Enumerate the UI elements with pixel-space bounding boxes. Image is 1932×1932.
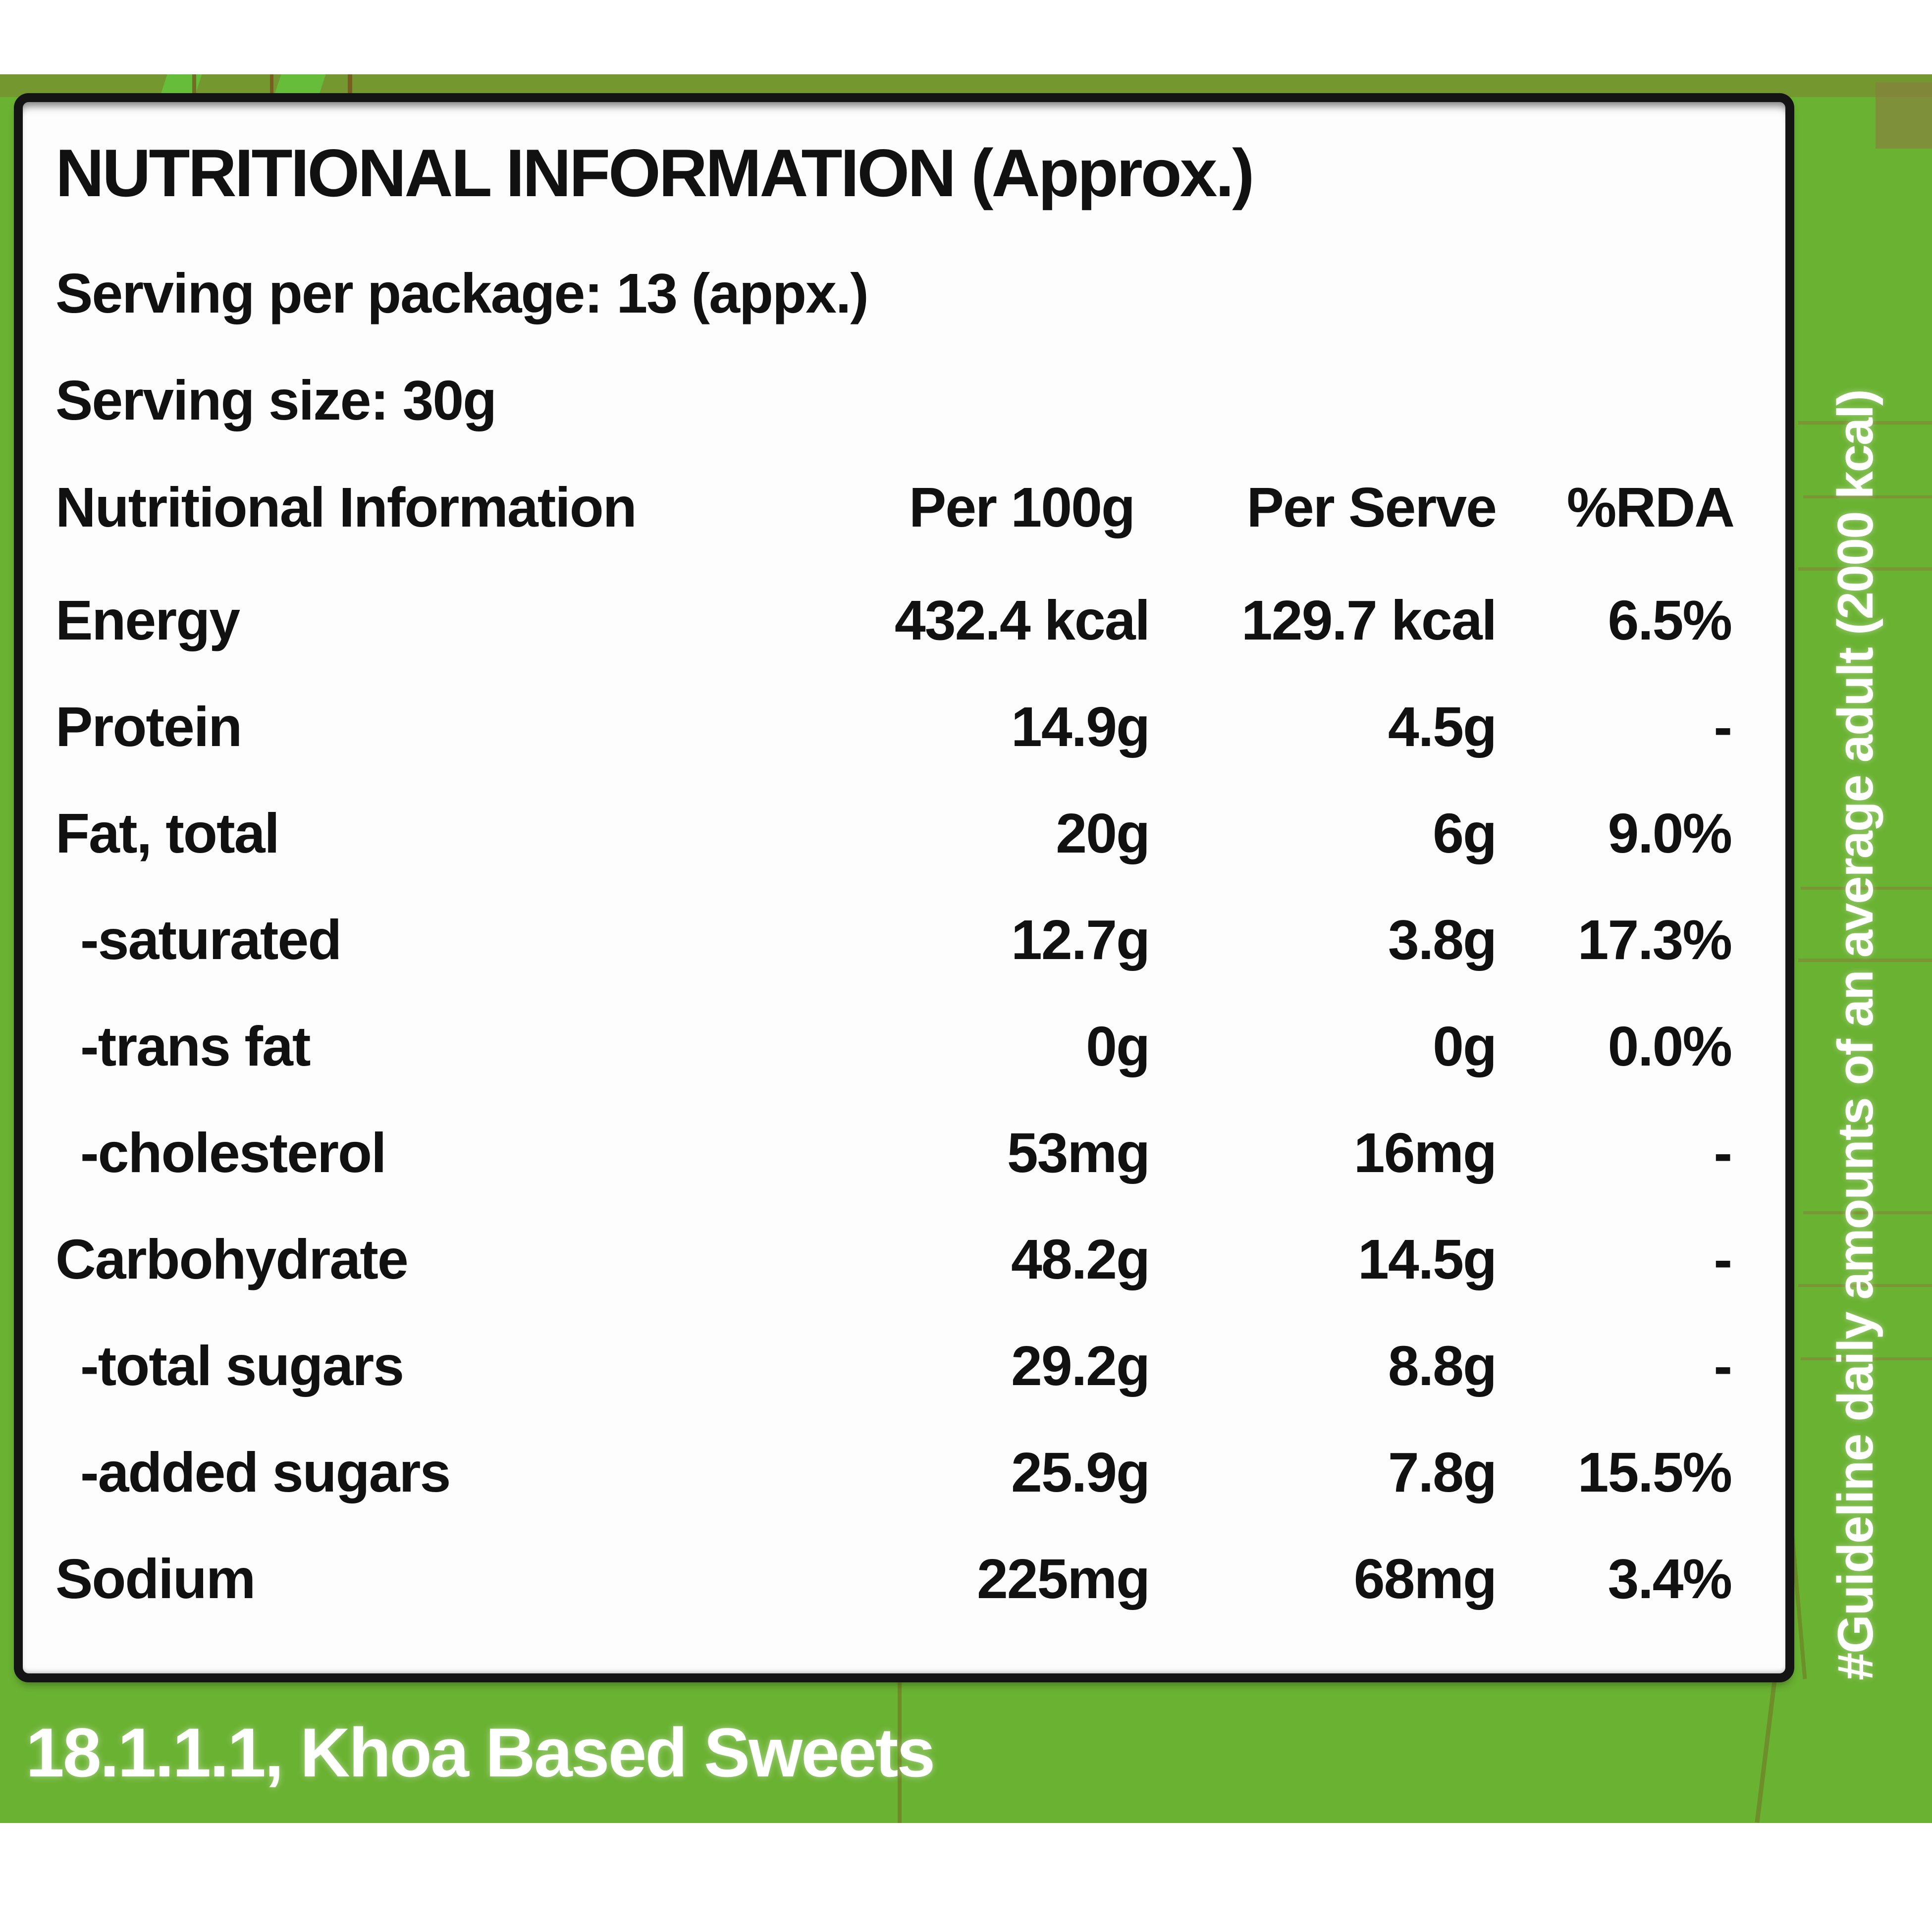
red-streak	[192, 74, 196, 97]
row-label: -trans fat	[80, 1015, 311, 1077]
red-streak-vertical	[898, 1680, 902, 1823]
row-per-100g: 20g	[1056, 802, 1150, 864]
row-label: -total sugars	[80, 1335, 404, 1397]
row-per-serve: 7.8g	[1388, 1441, 1497, 1503]
row-per-serve: 6g	[1433, 802, 1497, 864]
red-streak	[348, 74, 352, 97]
food-category-code: 18.1.1.1, Khoa Based Sweets	[26, 1714, 935, 1791]
row-label: Fat, total	[55, 802, 280, 864]
row-rda: -	[1714, 1335, 1732, 1397]
row-per-100g: 12.7g	[1011, 909, 1150, 971]
row-per-serve: 3.8g	[1388, 909, 1497, 971]
row-rda: 6.5%	[1608, 589, 1732, 651]
row-rda: 9.0%	[1608, 802, 1732, 864]
row-per-serve: 0g	[1433, 1015, 1497, 1077]
olive-corner-patch	[1876, 82, 1932, 149]
row-per-100g: 25.9g	[1011, 1441, 1150, 1503]
row-per-100g: 432.4 kcal	[894, 589, 1150, 651]
guideline-daily-amounts-note: #Guideline daily amounts of an average a…	[1828, 390, 1883, 1680]
row-per-serve: 8.8g	[1388, 1335, 1497, 1397]
row-label: -saturated	[80, 909, 342, 971]
row-per-100g: 0g	[1086, 1015, 1150, 1077]
brown-streak	[1798, 959, 1932, 962]
col-header-rda: %RDA	[1566, 476, 1735, 538]
row-rda: -	[1714, 1228, 1732, 1290]
row-rda: 17.3%	[1577, 909, 1732, 971]
row-per-100g: 14.9g	[1011, 696, 1150, 758]
row-label: Sodium	[55, 1548, 256, 1610]
row-label: Protein	[55, 696, 242, 758]
row-per-serve: 14.5g	[1358, 1228, 1497, 1290]
brown-streak	[1803, 495, 1932, 498]
row-rda: -	[1714, 696, 1732, 758]
row-label: Energy	[55, 589, 240, 651]
row-per-100g: 29.2g	[1011, 1335, 1150, 1397]
row-per-serve: 4.5g	[1388, 696, 1497, 758]
row-rda: 15.5%	[1577, 1441, 1732, 1503]
row-label: Carbohydrate	[55, 1228, 409, 1290]
row-label: -cholesterol	[80, 1122, 386, 1184]
col-header-per-serve: Per Serve	[1246, 476, 1497, 538]
brown-streak	[1798, 421, 1932, 425]
row-per-serve: 16mg	[1353, 1122, 1497, 1184]
brown-streak	[1803, 1211, 1932, 1214]
row-per-100g: 225mg	[976, 1548, 1150, 1610]
brown-streak	[1801, 1357, 1932, 1360]
serving-size: Serving size: 30g	[55, 369, 497, 431]
row-per-100g: 53mg	[1007, 1122, 1150, 1184]
row-rda: -	[1714, 1122, 1732, 1184]
brown-streak	[1801, 887, 1932, 890]
row-per-100g: 48.2g	[1011, 1228, 1150, 1290]
red-streak	[270, 74, 273, 97]
row-per-serve: 68mg	[1353, 1548, 1497, 1610]
col-header-per-100g: Per 100g	[909, 476, 1135, 538]
nutrition-facts-panel	[14, 93, 1794, 1682]
brown-streak	[1798, 1284, 1932, 1287]
row-label: -added sugars	[80, 1441, 451, 1503]
row-rda: 0.0%	[1608, 1015, 1732, 1077]
brown-streak	[1798, 567, 1932, 571]
row-rda: 3.4%	[1608, 1548, 1732, 1610]
serving-per-package: Serving per package: 13 (appx.)	[55, 262, 869, 324]
col-header-nutrient: Nutritional Information	[55, 476, 637, 538]
row-per-serve: 129.7 kcal	[1241, 589, 1497, 651]
panel-title: NUTRITIONAL INFORMATION (Approx.)	[55, 135, 1254, 211]
